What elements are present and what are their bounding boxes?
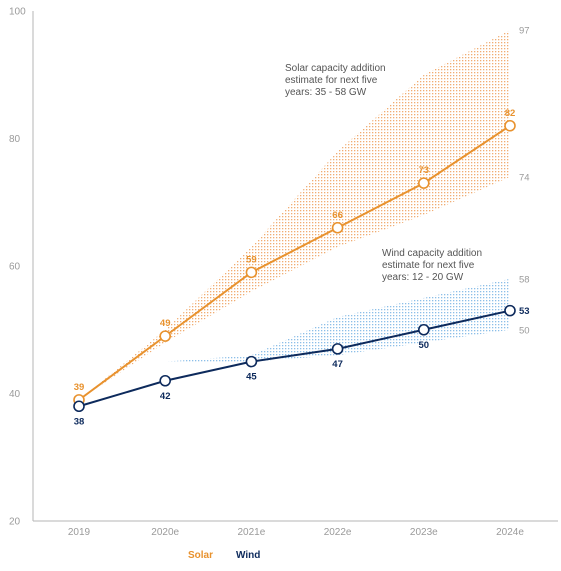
data-point	[417, 177, 430, 189]
data-label: 42	[160, 391, 171, 402]
x-tick-label: 2020e	[151, 527, 179, 538]
data-label: 39	[74, 382, 85, 393]
x-tick-label: 2019	[68, 527, 91, 538]
annotation-line: estimate for next five	[285, 75, 378, 86]
x-tick-label: 2023e	[410, 527, 438, 538]
y-tick-label: 80	[9, 134, 21, 145]
data-label: 82	[505, 108, 516, 119]
annotation-line: Wind capacity addition	[382, 248, 482, 259]
x-tick-label: 2022e	[324, 527, 352, 538]
data-point	[245, 266, 258, 279]
legend-item-solar: Solar	[188, 550, 214, 561]
data-point	[159, 374, 171, 387]
annotation-line: years: 12 - 20 GW	[382, 272, 464, 283]
data-label: 50	[419, 340, 430, 351]
y-tick-label: 100	[9, 7, 26, 18]
data-point	[331, 343, 344, 355]
data-point	[331, 221, 344, 234]
data-point	[73, 400, 85, 413]
annotation-line: years: 35 - 58 GW	[285, 87, 367, 98]
band-solar	[79, 30, 510, 400]
band-upper-label: 58	[519, 274, 530, 285]
data-label: 38	[74, 416, 85, 427]
data-point	[417, 323, 430, 336]
series-line-solar	[78, 124, 511, 401]
x-tick-label: 2024e	[496, 527, 524, 538]
band-lower-label: 74	[519, 172, 530, 183]
data-point	[245, 355, 258, 368]
data-label: 49	[160, 318, 171, 329]
x-tick-label: 2021e	[237, 527, 265, 538]
data-label: 66	[332, 210, 343, 221]
legend-item-wind: Wind	[236, 550, 261, 561]
annotation-solar: Solar capacity addition estimate for next…	[285, 63, 386, 98]
series-line-wind	[78, 309, 511, 408]
band-lower-label: 50	[519, 325, 530, 336]
y-tick-label: 40	[9, 389, 21, 400]
data-point	[504, 119, 516, 132]
data-label: 45	[246, 372, 257, 383]
data-label: 53	[519, 306, 530, 317]
band-upper-label: 97	[519, 26, 530, 37]
data-point	[504, 304, 516, 317]
y-tick-label: 20	[9, 517, 21, 528]
annotation-line: estimate for next five	[382, 260, 475, 271]
data-point	[159, 330, 171, 342]
annotation-line: Solar capacity addition	[285, 63, 386, 74]
data-label: 73	[419, 165, 430, 176]
band-wind	[79, 278, 510, 362]
data-label: 47	[332, 359, 343, 370]
annotation-wind: Wind capacity addition estimate for next …	[382, 248, 482, 283]
data-label: 59	[246, 254, 257, 265]
y-tick-label: 60	[9, 262, 21, 273]
